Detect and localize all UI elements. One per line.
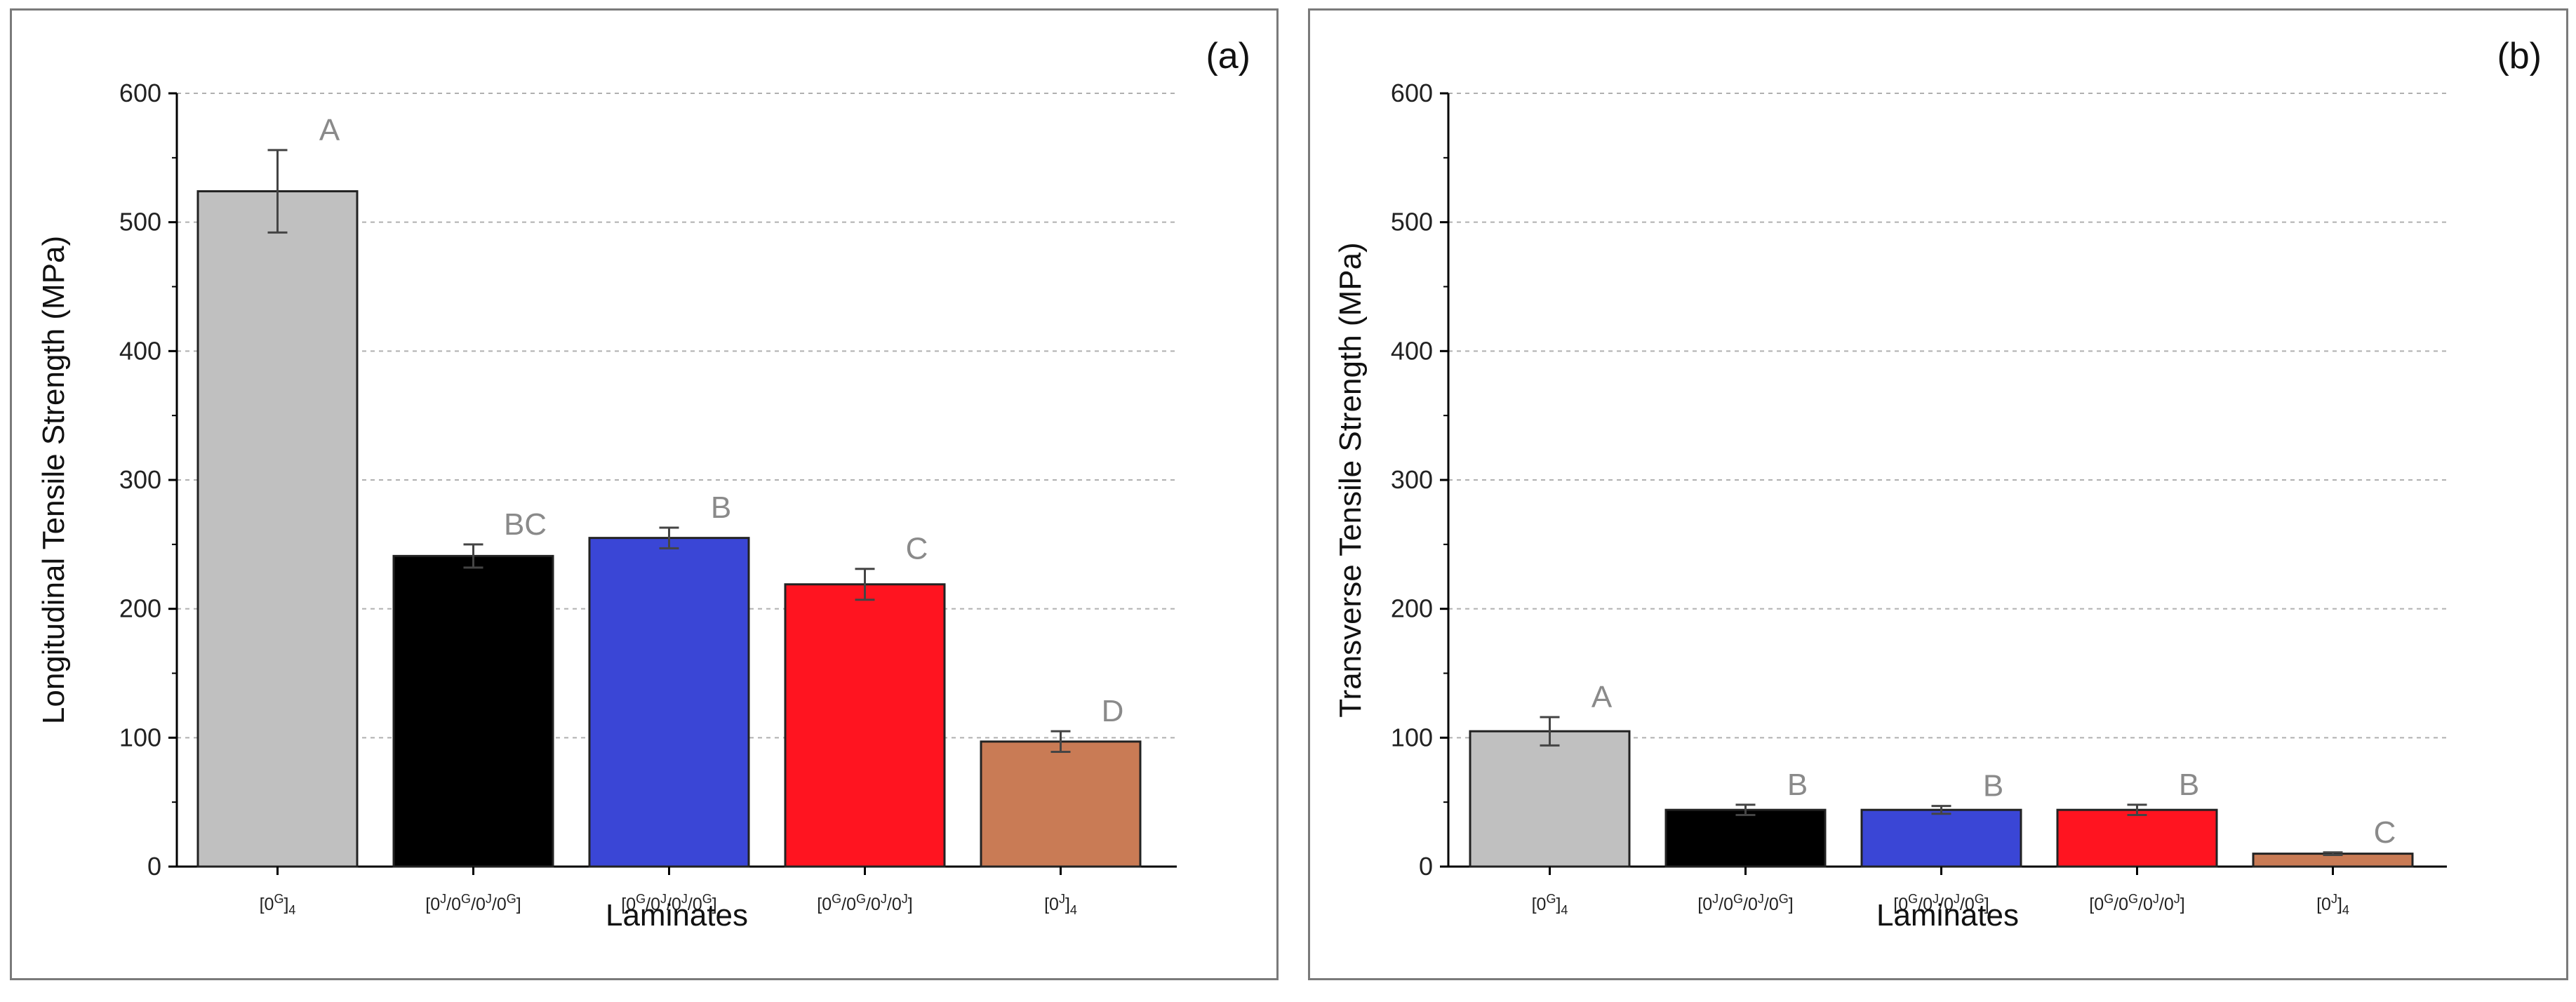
bar-a-4: [980, 740, 1142, 868]
x-tick-label-a-4: [0J]4: [1044, 892, 1077, 917]
group-letter-a-1: BC: [504, 507, 547, 542]
y-tick-label-b-1: 100: [1391, 723, 1433, 752]
group-letter-a-2: B: [711, 490, 731, 525]
group-letter-a-0: A: [319, 113, 340, 147]
y-tick-label-b-2: 200: [1391, 594, 1433, 623]
y-tick-label-b-4: 400: [1391, 336, 1433, 365]
x-tick-label-a-0: [0G]4: [260, 892, 296, 917]
bar-b-2: [1860, 808, 2022, 868]
y-tick-label-b-6: 600: [1391, 79, 1433, 107]
panel-label-b: (b): [2497, 36, 2542, 76]
bar-b-1: [1664, 808, 1827, 868]
panel-label-a: (a): [1206, 36, 1250, 76]
y-axis-title-a: Longitudinal Tensile Strength (MPa): [36, 236, 71, 724]
x-axis-title-a: Laminates: [606, 898, 748, 933]
bar-a-3: [784, 583, 946, 868]
y-tick-label-a-4: 400: [119, 336, 161, 365]
x-tick-label-b-0: [0G]4: [1532, 892, 1568, 917]
group-letter-b-1: B: [1787, 768, 1808, 802]
y-tick-label-b-3: 300: [1391, 465, 1433, 494]
panel-a: 0 100 200 300 400 500 600 A [0G]4 BC [0J/0G/0J/0G]…: [10, 8, 1279, 980]
group-letter-b-2: B: [1983, 769, 2003, 803]
x-tick-label-a-2: [0G/0J/0J/0G]: [621, 892, 716, 914]
bar-b-0: [1469, 730, 1631, 868]
y-tick-label-a-3: 300: [119, 465, 161, 494]
x-tick-label-b-3: [0G/0G/0J/0J]: [2089, 892, 2184, 914]
panel-b: 0 100 200 300 400 500 600 A [0G]4 B [0J/0G/0J/0G] B…: [1308, 8, 2568, 980]
y-tick-label-a-0: 0: [147, 852, 161, 881]
x-tick-label-a-3: [0G/0G/0J/0J]: [817, 892, 912, 914]
bar-a-0: [196, 190, 359, 868]
x-tick-label-b-4: [0J]4: [2316, 892, 2349, 917]
group-letter-b-3: B: [2179, 768, 2199, 802]
x-tick-label-b-2: [0G/0J/0J/0G]: [1893, 892, 1989, 914]
chart-a-svg: 0100200300400500600A[0G]4BC[0J/0G/0J/0G]…: [36, 36, 1250, 933]
bar-a-2: [588, 537, 750, 868]
group-letter-a-4: D: [1102, 694, 1124, 728]
group-letter-b-4: C: [2374, 815, 2396, 850]
y-tick-label-a-1: 100: [119, 723, 161, 752]
group-letter-b-0: A: [1591, 680, 1613, 714]
x-tick-label-b-1: [0J/0G/0J/0G]: [1697, 892, 1793, 914]
y-tick-label-a-2: 200: [119, 594, 161, 623]
y-tick-label-a-6: 600: [119, 79, 161, 107]
chart-b-svg: 0 100 200 300 400 500 600 A [0G]4 B [0J/0G/0J/0G] B…: [1333, 36, 2542, 933]
group-letter-a-3: C: [906, 532, 928, 566]
bar-b-3: [2056, 808, 2218, 868]
y-axis-title-b: Transverse Tensile Strength (MPa): [1333, 242, 1368, 717]
y-tick-label-a-5: 500: [119, 208, 161, 236]
y-tick-label-b-5: 500: [1391, 208, 1433, 236]
bar-a-1: [392, 554, 554, 868]
x-axis-title-b: Laminates: [1876, 898, 2019, 933]
x-tick-label-a-1: [0J/0G/0J/0G]: [425, 892, 521, 914]
y-tick-label-b-0: 0: [1419, 852, 1433, 881]
